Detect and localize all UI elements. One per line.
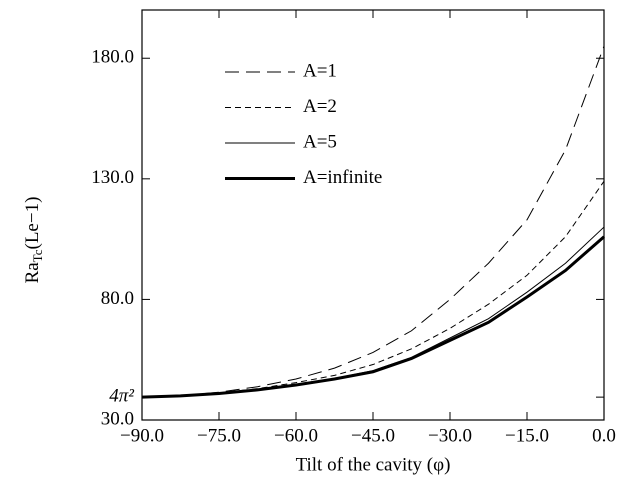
x-tick-label: 0.0 bbox=[592, 425, 616, 446]
legend-label: A=1 bbox=[303, 60, 337, 81]
plot-frame bbox=[141, 9, 605, 421]
x-tick-label: −75.0 bbox=[197, 425, 241, 446]
y-tick-label: 180.0 bbox=[91, 47, 134, 68]
series-line bbox=[141, 235, 605, 399]
series-line bbox=[141, 46, 605, 398]
x-tick-label: −90.0 bbox=[120, 425, 164, 446]
y-label-rest: (Le−1) bbox=[22, 197, 43, 250]
x-tick-label: −45.0 bbox=[351, 425, 395, 446]
y-tick-label: 4π² bbox=[109, 385, 134, 406]
x-axis-label: Tilt of the cavity (φ) bbox=[296, 454, 451, 475]
y-tick-label: 30.0 bbox=[101, 408, 134, 429]
x-tick-label: −15.0 bbox=[505, 425, 549, 446]
series-line bbox=[141, 180, 605, 398]
y-label-base: Ra bbox=[22, 262, 43, 284]
legend-label: A=2 bbox=[303, 96, 337, 117]
y-tick-label: 130.0 bbox=[91, 167, 134, 188]
legend-label: A=infinite bbox=[303, 167, 382, 188]
y-tick-label: 80.0 bbox=[101, 288, 134, 309]
legend-label: A=5 bbox=[303, 131, 337, 152]
y-axis-label: RaTc(Le−1) bbox=[22, 197, 45, 284]
x-tick-label: −30.0 bbox=[428, 425, 472, 446]
y-label-sub: Tc bbox=[30, 249, 45, 262]
x-tick-label: −60.0 bbox=[274, 425, 318, 446]
